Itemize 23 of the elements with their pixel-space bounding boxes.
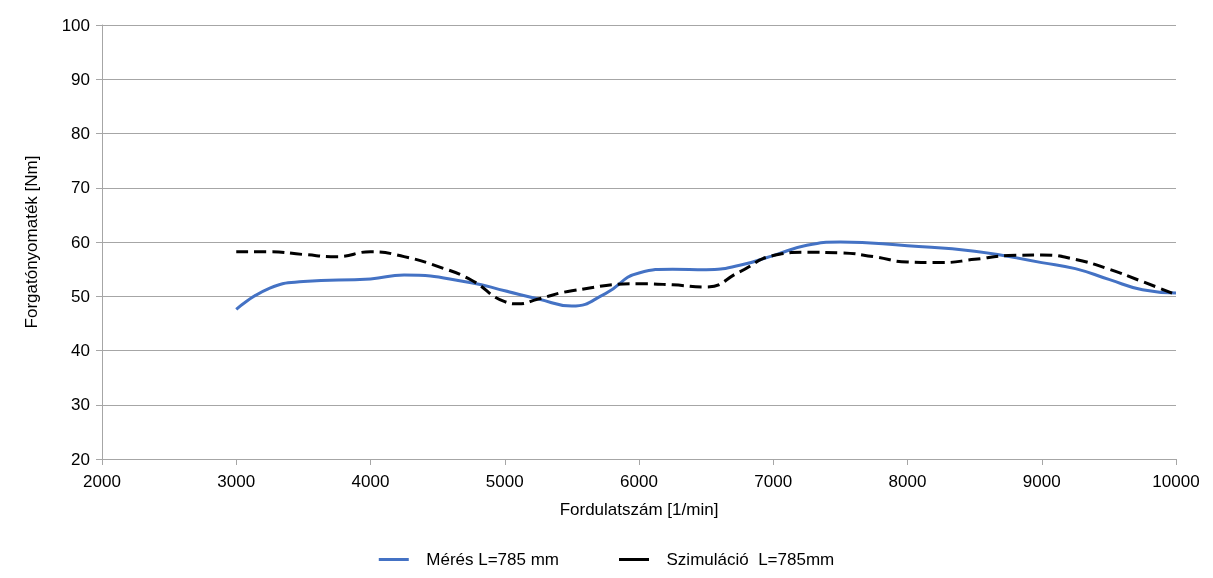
y-axis-title: Forgatónyomaték [Nm] [22, 155, 41, 329]
x-axis-title: Fordulatszám [1/min] [559, 500, 719, 519]
legend-label: Mérés L=785 mm [426, 550, 560, 569]
y-tick-label: 50 [71, 286, 90, 306]
x-tick-label: 9000 [1022, 472, 1061, 491]
x-tick-label: 8000 [888, 472, 927, 491]
line-series [234, 240, 1178, 311]
y-tick-label: 90 [71, 69, 90, 89]
x-tick-label: 5000 [485, 472, 524, 491]
x-tick-label: 4000 [351, 472, 390, 491]
x-tick-label: 7000 [754, 472, 793, 491]
y-tick-label: 100 [61, 15, 90, 35]
y-tick-label: 60 [71, 232, 90, 252]
y-tick-label: 20 [71, 449, 90, 469]
x-tick-label: 2000 [83, 472, 121, 491]
x-tick-label: 6000 [620, 472, 658, 491]
legend-label: Szimuláció L=785mm [666, 550, 835, 569]
y-tick-label: 70 [71, 178, 90, 198]
y-tick-label: 30 [71, 395, 90, 415]
y-tick-label: 80 [71, 124, 90, 143]
x-tick-label: 10000 [1152, 472, 1200, 491]
x-tick-label: 3000 [217, 472, 256, 491]
y-tick-label: 40 [71, 341, 90, 360]
